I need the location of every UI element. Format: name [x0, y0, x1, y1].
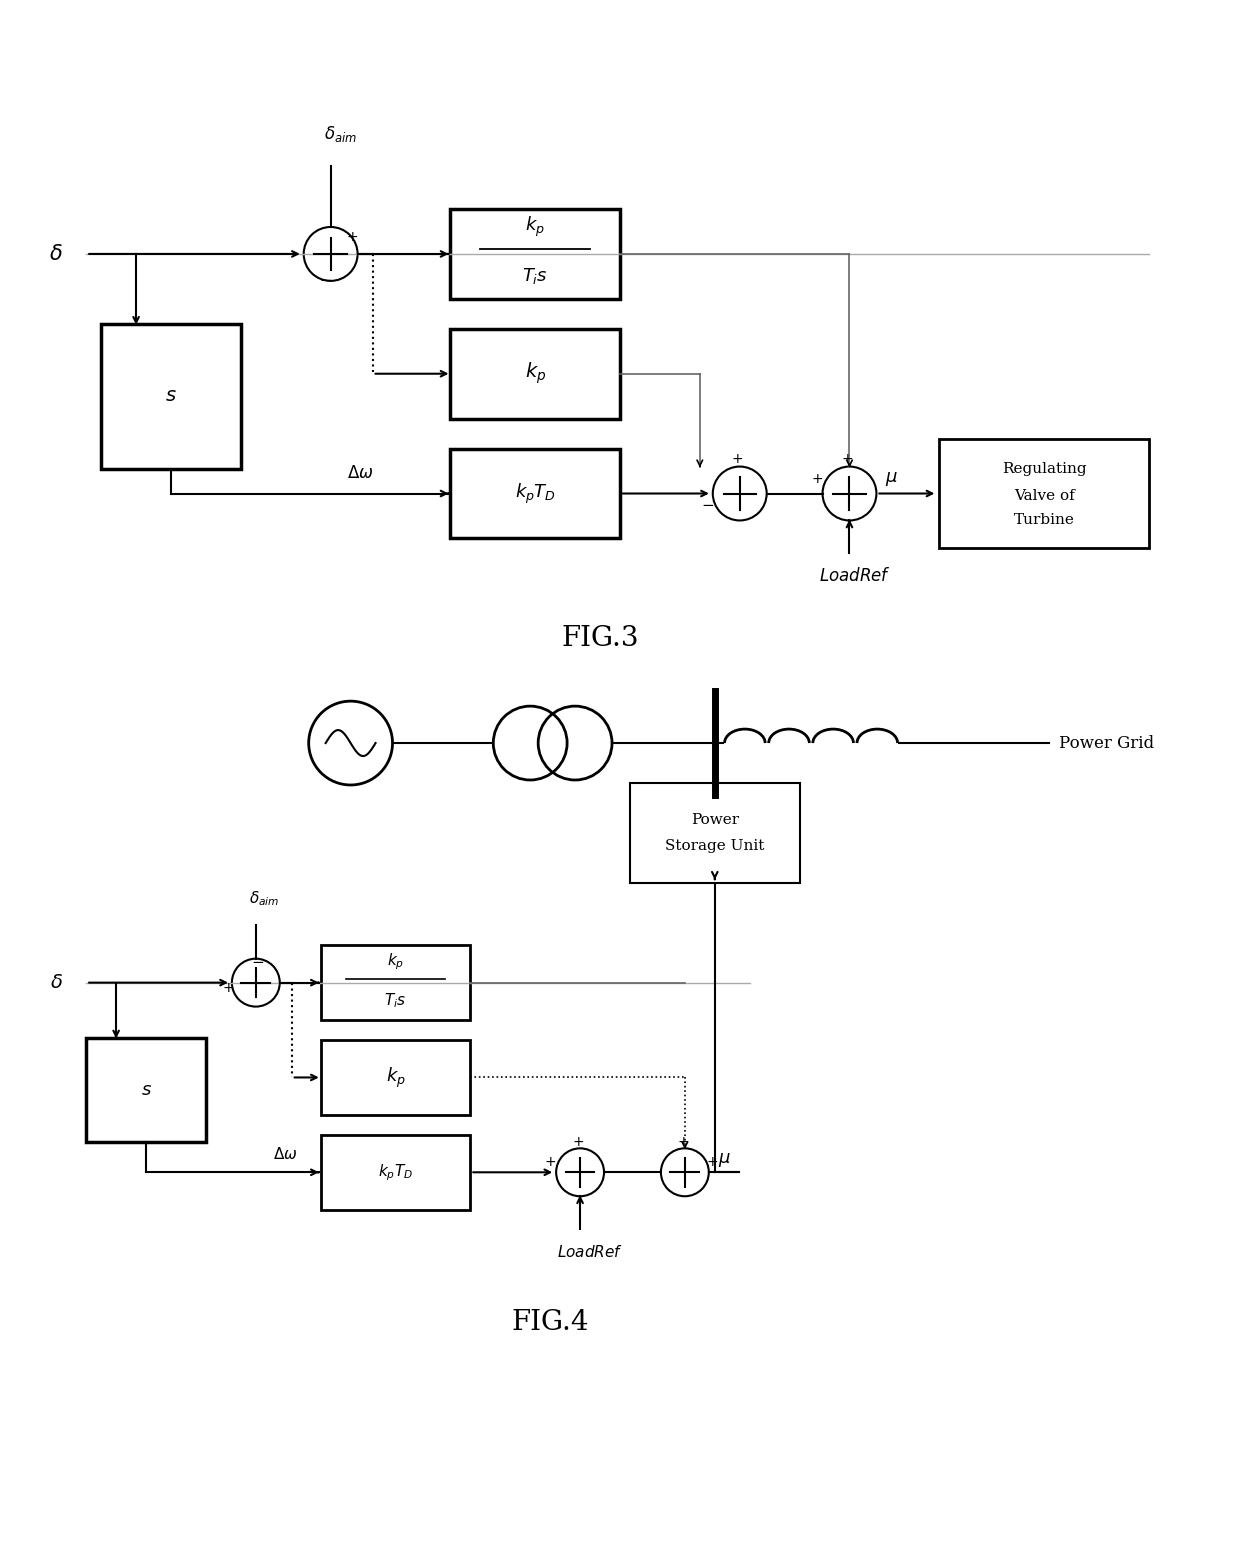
Text: $k_p$: $k_p$ — [386, 1065, 405, 1090]
Text: $k_p T_D$: $k_p T_D$ — [378, 1162, 413, 1182]
Text: Valve of: Valve of — [1013, 489, 1074, 503]
Text: $\delta_{aim}$: $\delta_{aim}$ — [248, 888, 279, 909]
Text: $\delta_{aim}$: $\delta_{aim}$ — [324, 124, 357, 144]
Text: $k_p$: $k_p$ — [526, 214, 546, 239]
Text: $LoadRef$: $LoadRef$ — [557, 1244, 624, 1259]
Text: +: + — [222, 980, 233, 994]
Circle shape — [822, 466, 877, 520]
FancyBboxPatch shape — [450, 210, 620, 298]
Text: +: + — [812, 472, 823, 486]
Text: $\delta$: $\delta$ — [50, 244, 63, 264]
Text: $k_p T_D$: $k_p T_D$ — [515, 481, 556, 506]
Circle shape — [232, 958, 280, 1006]
Text: +: + — [347, 230, 358, 244]
Text: $-$: $-$ — [252, 954, 264, 968]
FancyBboxPatch shape — [939, 438, 1148, 548]
Text: FIG.4: FIG.4 — [511, 1309, 589, 1336]
Text: $s$: $s$ — [165, 387, 177, 405]
Text: Power Grid: Power Grid — [1059, 735, 1154, 752]
Text: Regulating: Regulating — [1002, 461, 1086, 475]
Text: +: + — [842, 452, 853, 466]
Text: $s$: $s$ — [140, 1081, 151, 1100]
Text: $\mu$: $\mu$ — [718, 1151, 732, 1169]
Circle shape — [557, 1148, 604, 1196]
FancyBboxPatch shape — [102, 325, 241, 469]
Text: Power: Power — [691, 812, 739, 826]
Circle shape — [713, 466, 766, 520]
Text: +: + — [573, 1135, 584, 1149]
Text: $-$: $-$ — [319, 272, 332, 286]
Text: $LoadRef$: $LoadRef$ — [818, 567, 890, 585]
Text: $\Delta\omega$: $\Delta\omega$ — [274, 1146, 298, 1162]
FancyBboxPatch shape — [321, 1041, 470, 1115]
FancyBboxPatch shape — [450, 449, 620, 539]
Text: Storage Unit: Storage Unit — [665, 839, 765, 853]
Circle shape — [304, 227, 357, 281]
FancyBboxPatch shape — [87, 1037, 206, 1143]
FancyBboxPatch shape — [321, 946, 470, 1020]
FancyBboxPatch shape — [630, 783, 800, 882]
Text: FIG.3: FIG.3 — [562, 624, 639, 652]
Text: $k_p$: $k_p$ — [525, 360, 546, 387]
Text: $-$: $-$ — [702, 495, 714, 511]
Text: +: + — [732, 452, 744, 466]
Text: $\delta$: $\delta$ — [50, 974, 63, 992]
Text: $\mu$: $\mu$ — [885, 469, 898, 488]
Text: $k_p$: $k_p$ — [387, 952, 404, 972]
Text: +: + — [707, 1155, 719, 1169]
FancyBboxPatch shape — [321, 1135, 470, 1210]
Circle shape — [661, 1148, 709, 1196]
Text: Turbine: Turbine — [1013, 514, 1075, 528]
FancyBboxPatch shape — [450, 329, 620, 419]
Text: $T_i s$: $T_i s$ — [522, 266, 548, 286]
Text: +: + — [544, 1155, 556, 1169]
Text: $\Delta\omega$: $\Delta\omega$ — [347, 464, 374, 481]
Text: +: + — [677, 1135, 688, 1149]
Text: $T_i s$: $T_i s$ — [384, 991, 407, 1009]
